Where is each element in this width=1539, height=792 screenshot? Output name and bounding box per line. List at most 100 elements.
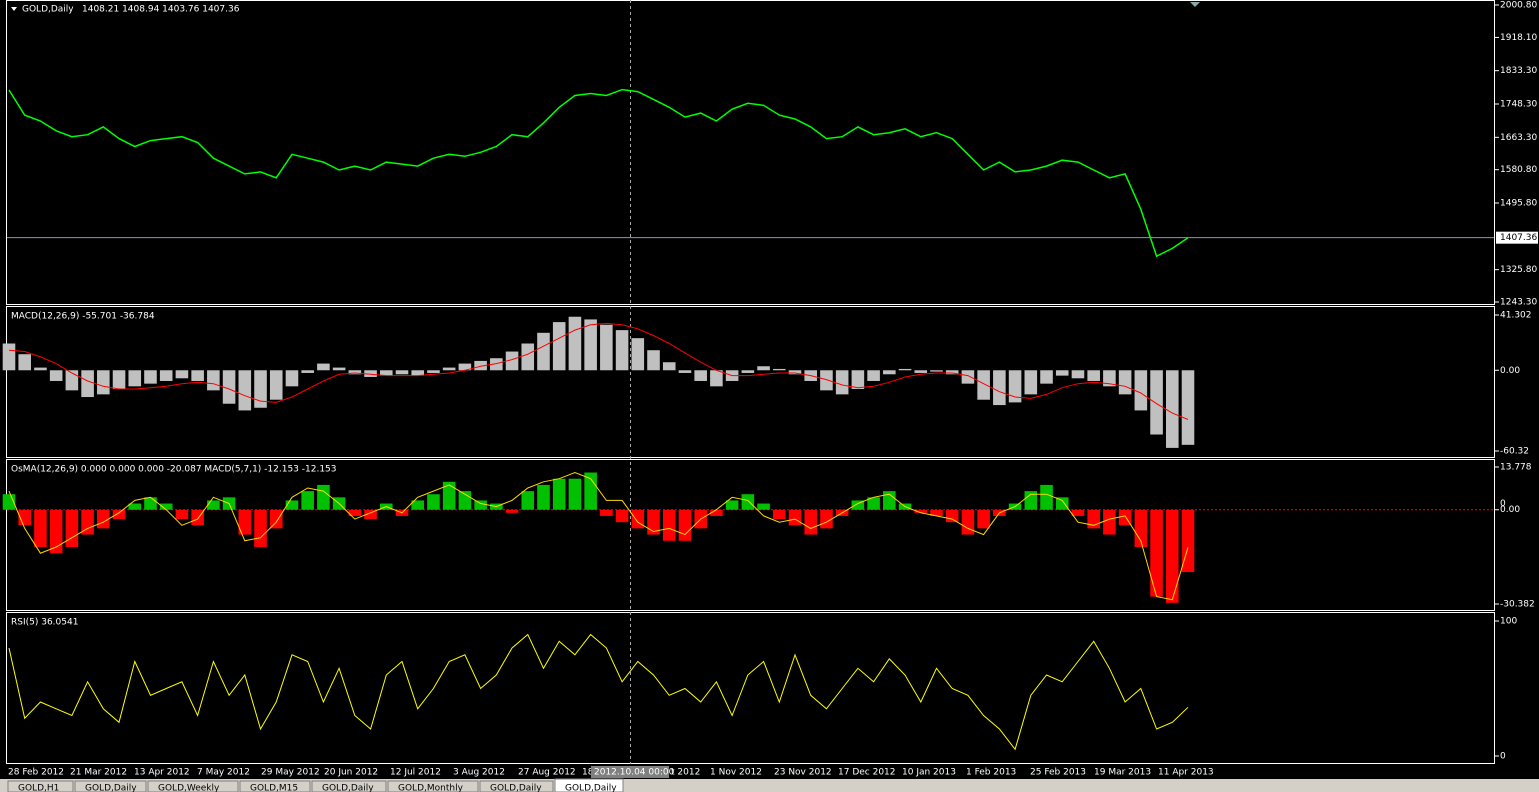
histogram-bar <box>348 509 362 516</box>
y-tick-label: 1833.30 <box>1500 66 1537 76</box>
y-tick-label: 0.00 <box>1500 505 1520 515</box>
last-price-box <box>1496 231 1538 244</box>
macd-frame <box>6 306 1495 458</box>
last-price-label: 1407.36 <box>1500 233 1537 243</box>
histogram-bar <box>631 509 645 529</box>
y-tick-label: 100 <box>1500 617 1517 627</box>
histogram-bar <box>867 370 880 381</box>
tab-label[interactable]: GOLD,Weekly <box>158 784 220 792</box>
histogram-bar <box>458 363 472 371</box>
histogram-bar <box>285 500 299 510</box>
x-tick-label: 7 May 2012 <box>197 768 250 778</box>
histogram-bar <box>741 494 755 510</box>
histogram-bar <box>159 370 173 381</box>
histogram-bar <box>914 370 928 373</box>
histogram-bar <box>81 509 94 535</box>
histogram-bar <box>222 370 236 404</box>
x-tick-label: 25 Feb 2013 <box>1030 768 1086 778</box>
x-tick-label: 1 Nov 2012 <box>710 768 762 778</box>
histogram-bar <box>600 324 613 371</box>
tab[interactable] <box>554 778 624 792</box>
histogram-bar <box>741 370 755 373</box>
histogram-bar <box>1134 370 1148 411</box>
histogram-bar <box>427 370 440 373</box>
histogram-bar <box>254 509 267 547</box>
histogram-bar <box>2 343 16 371</box>
tab[interactable] <box>147 780 239 792</box>
histogram-bar <box>725 500 739 510</box>
histogram-bar <box>317 363 330 371</box>
histogram-bar <box>285 370 299 387</box>
histogram-bar <box>867 497 880 510</box>
y-tick-label: 1325.80 <box>1500 265 1537 275</box>
tab-label[interactable]: GOLD,Daily <box>490 784 542 792</box>
y-tick-label: 41.302 <box>1500 311 1532 321</box>
tab-label[interactable]: GOLD,Daily <box>85 784 137 792</box>
histogram-bar <box>144 370 157 384</box>
histogram-bar <box>364 370 377 377</box>
histogram-bar <box>112 509 126 520</box>
tab[interactable] <box>239 780 311 792</box>
y-tick-label: -30.382 <box>1500 600 1535 610</box>
histogram-bar <box>568 478 582 510</box>
histogram-bar <box>348 370 362 375</box>
histogram-bar <box>584 319 597 371</box>
histogram-bar <box>537 484 550 510</box>
histogram-bar <box>317 484 330 510</box>
histogram-bar <box>238 509 252 535</box>
histogram-bar <box>379 370 393 376</box>
tab[interactable] <box>479 780 554 792</box>
x-tick-label: 27 Aug 2012 <box>518 768 576 778</box>
histogram-bar <box>678 509 692 541</box>
histogram-bar <box>364 509 377 520</box>
histogram-bar <box>1071 509 1085 516</box>
x-tick-label: 12 Jul 2012 <box>390 768 441 778</box>
tab[interactable] <box>74 780 147 792</box>
histogram-bar <box>678 370 692 373</box>
histogram-bar <box>710 509 723 516</box>
histogram-bar <box>1103 370 1116 387</box>
histogram-bar <box>977 370 990 400</box>
histogram-bar <box>757 503 770 510</box>
histogram-bar <box>207 500 220 510</box>
histogram-bar <box>191 370 204 381</box>
histogram-bar <box>1165 370 1179 448</box>
tab-label[interactable]: GOLD,Monthly <box>398 784 464 792</box>
histogram-bar <box>1118 370 1132 395</box>
histogram-bar <box>159 503 173 510</box>
histogram-bar <box>757 366 770 371</box>
tab-label[interactable]: GOLD,Daily <box>565 784 617 792</box>
tab[interactable] <box>7 780 74 792</box>
y-tick-label: 1918.10 <box>1500 33 1537 43</box>
histogram-bar <box>820 370 833 391</box>
y-tick-label: 1495.80 <box>1500 199 1537 209</box>
histogram-bar <box>144 497 157 510</box>
histogram-bar <box>945 509 959 523</box>
rsi-title: RSI(5) 36.0541 <box>11 618 78 628</box>
histogram-bar <box>1134 509 1148 547</box>
histogram-bar <box>1181 370 1195 445</box>
tab[interactable] <box>387 780 479 792</box>
y-tick-label: -60.32 <box>1500 447 1529 457</box>
shift-marker <box>1190 2 1200 7</box>
histogram-bar <box>34 367 47 371</box>
tab[interactable] <box>311 780 387 792</box>
histogram-bar <box>1103 509 1116 535</box>
histogram-bar <box>552 478 566 510</box>
histogram-bar <box>411 370 425 376</box>
histogram-bar <box>1055 370 1069 376</box>
histogram-bar <box>49 370 63 381</box>
tab-label[interactable]: GOLD,Daily <box>322 784 374 792</box>
menu-arrow <box>11 7 17 11</box>
y-tick-label: 1243.30 <box>1500 298 1537 308</box>
tab-label[interactable]: GOLD,M15 <box>250 784 298 792</box>
x-tick-label: t 2012 <box>671 768 700 778</box>
histogram-bar <box>914 509 928 513</box>
crosshair-label: 2012.10.04 00:00 <box>594 768 675 778</box>
histogram-bar <box>945 370 959 375</box>
y-tick-label: 2000.80 <box>1500 1 1537 11</box>
indicator-line <box>8 633 1189 751</box>
tab-label[interactable]: GOLD,H1 <box>18 784 59 792</box>
histogram-bar <box>788 370 802 375</box>
x-tick-label: 10 Jan 2013 <box>902 768 956 778</box>
